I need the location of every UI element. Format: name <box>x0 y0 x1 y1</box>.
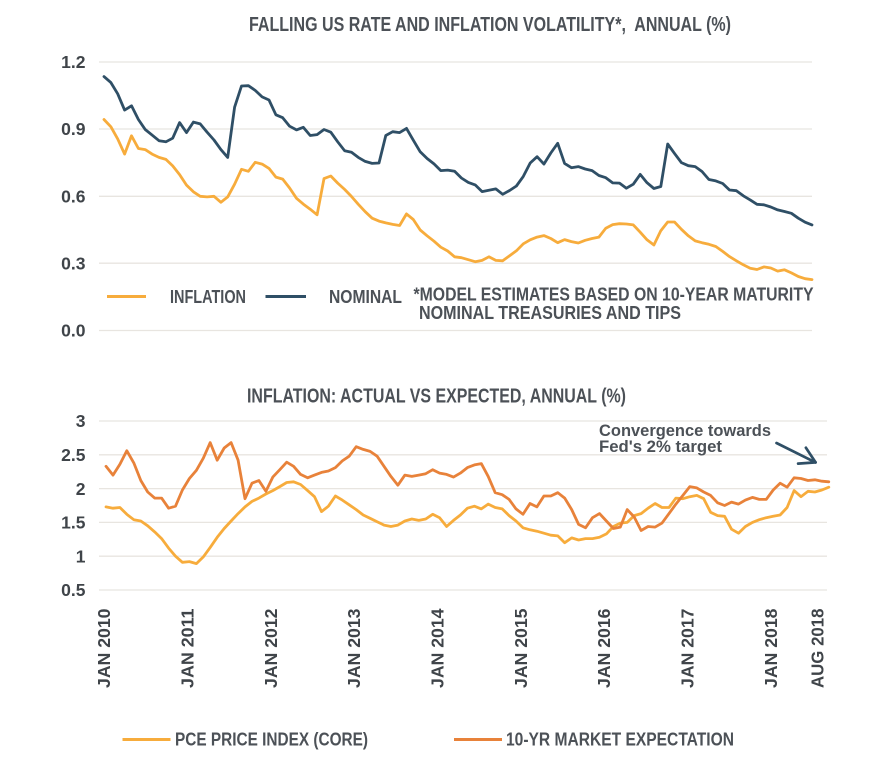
svg-text:INFLATION: ACTUAL VS EXPECTED,: INFLATION: ACTUAL VS EXPECTED, ANNUAL (%… <box>247 385 626 407</box>
svg-text:2: 2 <box>76 479 86 499</box>
svg-text:PCE PRICE INDEX (CORE): PCE PRICE INDEX (CORE) <box>175 730 368 750</box>
svg-text:JAN 2018: JAN 2018 <box>761 608 781 688</box>
svg-text:0.0: 0.0 <box>61 321 86 341</box>
svg-text:JAN 2017: JAN 2017 <box>678 609 698 689</box>
svg-text:JAN 2014: JAN 2014 <box>428 608 448 688</box>
svg-text:JAN 2012: JAN 2012 <box>261 608 281 688</box>
svg-text:INFLATION: INFLATION <box>170 287 246 307</box>
svg-text:Convergence towards: Convergence towards <box>599 421 771 440</box>
svg-text:JAN 2011: JAN 2011 <box>178 608 198 688</box>
svg-text:JAN 2010: JAN 2010 <box>94 608 114 688</box>
svg-text:0.6: 0.6 <box>61 187 86 207</box>
svg-text:JAN 2013: JAN 2013 <box>344 608 364 688</box>
svg-text:0.3: 0.3 <box>61 253 86 273</box>
svg-text:1.5: 1.5 <box>61 513 86 533</box>
svg-text:Fed's 2% target: Fed's 2% target <box>599 437 722 456</box>
svg-text:1.2: 1.2 <box>61 52 86 72</box>
svg-text:3: 3 <box>76 411 86 431</box>
svg-text:JAN 2016: JAN 2016 <box>594 608 614 688</box>
svg-text:FALLING US RATE AND INFLATION: FALLING US RATE AND INFLATION VOLATILITY… <box>249 14 731 36</box>
svg-text:JAN 2015: JAN 2015 <box>511 608 531 688</box>
svg-text:1: 1 <box>76 546 86 566</box>
svg-text:0.9: 0.9 <box>61 119 86 139</box>
svg-text:2.5: 2.5 <box>61 445 86 465</box>
svg-text:AUG 2018: AUG 2018 <box>808 608 828 688</box>
svg-text:NOMINAL: NOMINAL <box>329 287 402 307</box>
svg-text:0.5: 0.5 <box>61 580 86 600</box>
svg-text:10-YR MARKET EXPECTATION: 10-YR MARKET EXPECTATION <box>506 730 734 750</box>
svg-text:*MODEL ESTIMATES BASED ON 10-Y: *MODEL ESTIMATES BASED ON 10-YEAR MATURI… <box>414 285 814 305</box>
svg-text:NOMINAL TREASURIES AND TIPS: NOMINAL TREASURIES AND TIPS <box>419 303 681 323</box>
